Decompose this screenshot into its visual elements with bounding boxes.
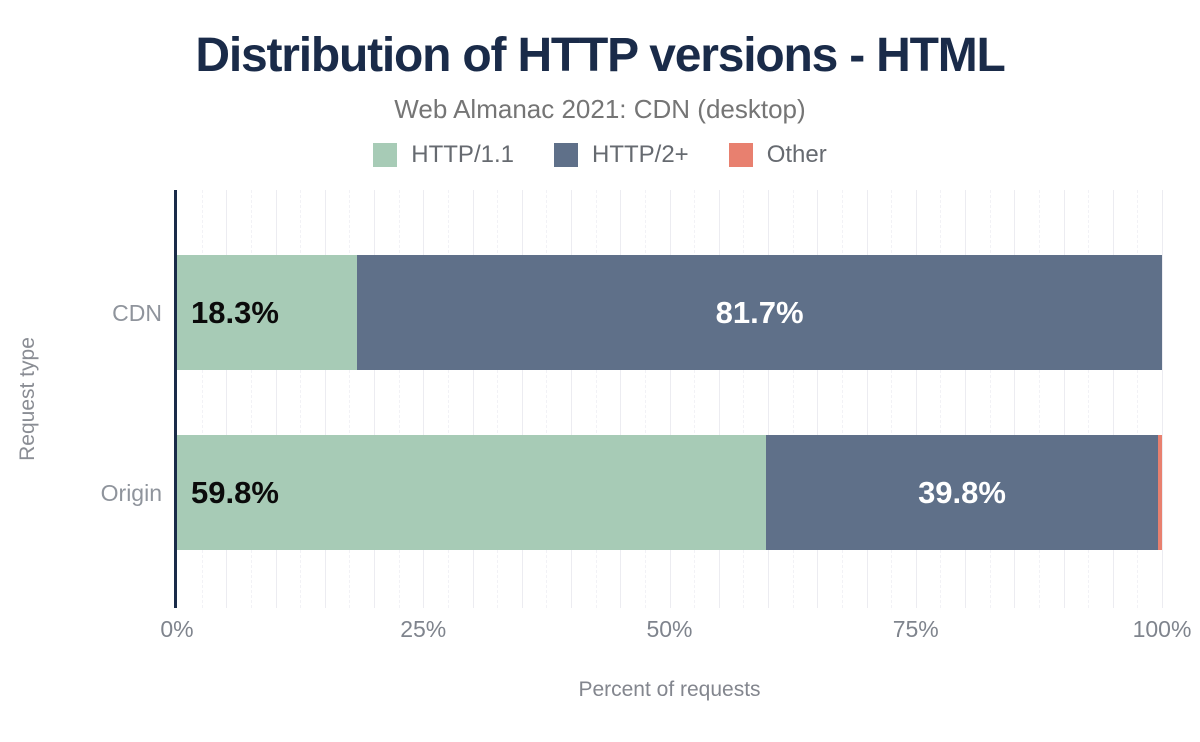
gridline [743,190,745,608]
gridline [521,190,523,608]
gridline [1088,190,1090,608]
bar-value-label: 59.8% [191,475,279,510]
category-label-origin: Origin [100,479,162,506]
gridline [1162,190,1163,608]
gridline [940,190,942,608]
gridline [472,190,474,608]
gridline [1137,190,1139,608]
legend-item-other[interactable]: Other [728,141,827,169]
legend: HTTP/1.1 HTTP/2+ Other [0,141,1200,169]
gridline [447,190,449,608]
plot-area: 18.3% 81.7% 59.8% 39.8% [174,190,1163,608]
bar-value-label: 81.7% [715,295,804,330]
gridline [300,190,302,608]
gridline [817,190,819,608]
x-tick-label-0: 0% [160,616,194,642]
gridline [866,190,868,608]
gridline [324,190,326,608]
bar-segment-cdn-http-1-1[interactable]: 18.3% [177,255,358,370]
y-axis-title: Request type [16,337,39,461]
gridline [250,190,252,608]
legend-swatch-http-1-1 [373,143,398,167]
gridline [768,190,769,608]
legend-label: Other [766,141,827,168]
bar-origin: 59.8% 39.8% [177,435,1162,550]
gridline [571,190,572,608]
gridline [201,190,203,608]
category-label-cdn: CDN [112,299,162,326]
gridline [792,190,794,608]
bar-segment-origin-other[interactable] [1158,435,1162,550]
gridline [989,190,991,608]
gridline [891,190,893,608]
legend-swatch-other [728,143,753,167]
x-tick-label-50: 50% [646,616,693,642]
gridline [694,190,696,608]
gridline [1038,190,1040,608]
gridline [841,190,843,608]
legend-swatch-http-2 [553,143,578,167]
gridline [546,190,548,608]
x-tick-label-100: 100% [1132,616,1192,642]
gridline [374,190,375,608]
gridline [398,190,400,608]
x-tick-label-25: 25% [400,616,447,642]
gridline [620,190,622,608]
gridline [915,190,917,608]
gridline [644,190,646,608]
gridline [1014,190,1016,608]
gridline [275,190,277,608]
bar-segment-origin-http-2[interactable]: 39.8% [766,435,1159,550]
chart-title: Distribution of HTTP versions - HTML [195,29,1005,82]
bar-value-label: 39.8% [918,475,1006,510]
gridline [349,190,351,608]
gridline [718,190,720,608]
gridline [497,190,499,608]
gridline [1063,190,1065,608]
gridline [226,190,228,608]
chart-subtitle: Web Almanac 2021: CDN (desktop) [394,94,806,124]
legend-label: HTTP/1.1 [411,141,514,168]
bar-segment-cdn-http-2[interactable]: 81.7% [357,255,1162,370]
x-axis-title: Percent of requests [578,678,761,701]
gridline [423,190,425,608]
gridline [965,190,966,608]
bar-value-label: 18.3% [191,295,279,330]
legend-item-http-1-1[interactable]: HTTP/1.1 [373,141,514,169]
gridline [595,190,597,608]
gridline [1112,190,1114,608]
bar-cdn: 18.3% 81.7% [177,255,1162,370]
x-tick-label-75: 75% [892,616,939,642]
bar-segment-origin-http-1-1[interactable]: 59.8% [177,435,767,550]
gridline [669,190,671,608]
legend-label: HTTP/2+ [591,141,689,168]
legend-item-http-2[interactable]: HTTP/2+ [553,141,689,169]
